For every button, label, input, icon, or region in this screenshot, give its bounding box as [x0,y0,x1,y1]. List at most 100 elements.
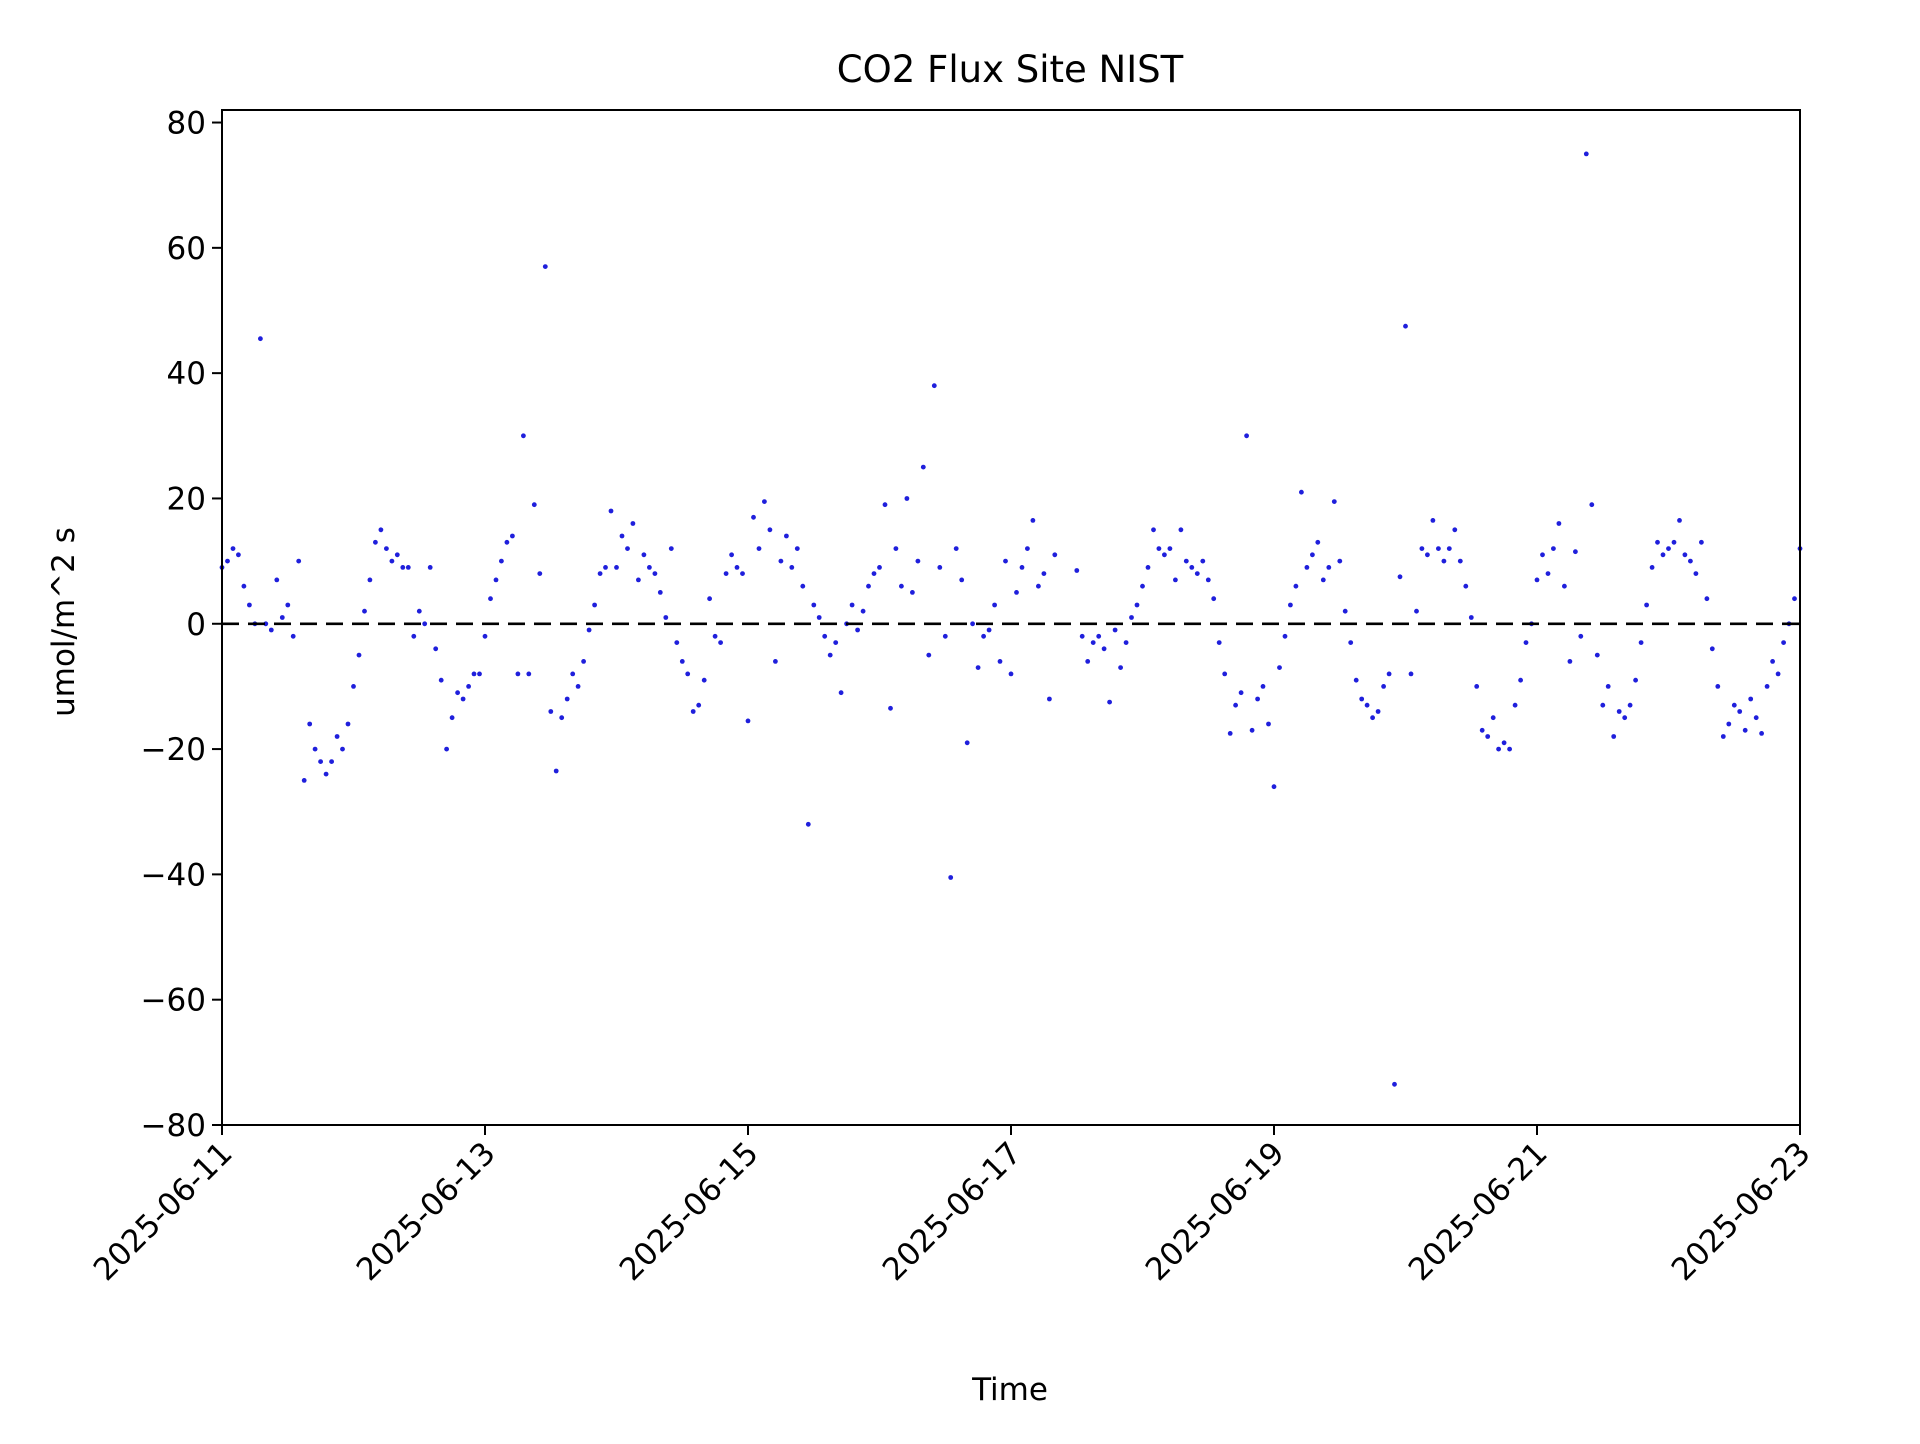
data-point [1003,558,1008,564]
data-point [225,558,230,564]
data-point [1299,489,1304,495]
data-point [964,740,970,746]
data-point [1047,696,1052,702]
data-point [668,546,674,551]
data-point [1562,583,1567,589]
data-point [564,696,570,702]
data-point [1156,546,1162,551]
data-point [1759,731,1764,736]
data-point [1731,702,1737,708]
data-point [1123,640,1129,645]
data-point [882,502,888,508]
data-point [1644,602,1649,608]
data-point [537,571,543,576]
data-point [1737,709,1743,714]
data-point [811,602,817,608]
data-point [1112,627,1118,633]
data-point [833,640,839,645]
data-point [959,577,965,583]
data-point [1457,558,1463,564]
data-point [1507,746,1512,752]
data-point [1151,527,1156,533]
data-point [773,659,778,664]
data-point [608,508,614,514]
data-point [1534,577,1540,583]
data-point [1682,552,1688,558]
data-point [510,533,515,539]
data-point [1320,577,1326,583]
data-point [499,558,504,564]
data-point [285,602,291,608]
data-point [1720,734,1726,739]
data-point [838,690,844,696]
data-point [1583,151,1589,157]
data-point [1030,518,1036,523]
data-point [816,615,822,620]
data-point [1408,671,1414,677]
data-point [1742,727,1748,733]
data-point [340,746,345,752]
data-point [926,652,932,658]
data-point [603,565,608,570]
data-point [1638,640,1644,645]
data-point [482,633,488,639]
y-tick-label: −80 [141,1108,206,1144]
data-point [247,602,252,608]
data-point [362,608,367,614]
data-point [1709,646,1715,652]
data-point [822,633,828,639]
chart-title: CO2 Flux Site NIST [837,48,1184,91]
data-point [1551,546,1556,551]
data-point [597,571,603,576]
data-point [334,734,340,739]
data-point [1036,583,1041,589]
data-point [345,721,351,727]
data-point [1419,546,1425,551]
data-point [592,602,597,608]
data-point [937,565,943,570]
data-point [1578,633,1584,639]
data-point [1781,640,1786,645]
data-point [258,336,263,342]
data-point [1381,684,1386,689]
data-point [1545,571,1551,576]
data-point [674,640,680,645]
data-point [1216,640,1222,645]
data-point [301,778,307,783]
data-point [1019,565,1025,570]
data-point [581,659,586,664]
data-point [290,633,296,639]
data-point [1589,502,1595,508]
data-point [756,546,762,551]
data-point [762,499,767,504]
data-point [279,615,285,620]
data-point [455,690,460,696]
data-point [1594,652,1600,658]
y-tick-label: 80 [167,106,206,142]
data-point [1266,721,1271,727]
data-point [1342,608,1348,614]
data-point [942,633,948,639]
data-point [1090,640,1096,645]
data-point [1627,702,1633,708]
data-point [1715,684,1721,689]
data-point [920,464,926,470]
data-point [997,659,1003,664]
data-point [1677,518,1682,523]
data-point [641,552,647,558]
data-point [690,709,696,714]
data-point [910,590,915,595]
data-point [1101,646,1107,652]
data-point [1277,665,1282,670]
data-point [805,821,811,827]
data-point [1693,571,1699,576]
data-point [1485,734,1491,739]
data-point [1474,684,1480,689]
data-point [619,533,625,539]
data-point [1227,731,1233,736]
data-point [1523,640,1529,645]
data-point [1649,565,1655,570]
data-point [323,771,329,777]
data-point [1079,633,1085,639]
